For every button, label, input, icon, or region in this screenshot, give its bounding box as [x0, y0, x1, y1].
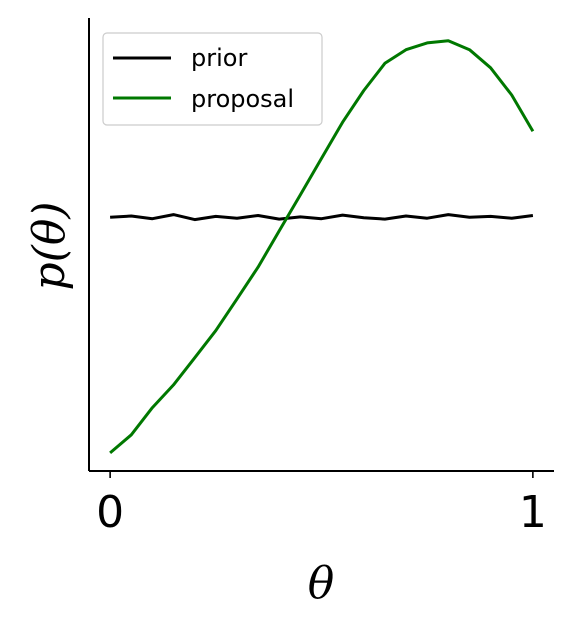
series-line-proposal [109, 39, 535, 455]
legend-label-prior: prior [191, 44, 247, 72]
legend-box [102, 32, 323, 126]
legend-label-proposal: proposal [191, 85, 294, 113]
x-axis-label: θ [308, 558, 335, 609]
y-axis-label: p(θ) [24, 202, 75, 291]
series-line-prior [110, 213, 534, 222]
legend: prior proposal [102, 32, 323, 126]
series-layer [109, 39, 535, 455]
x-tick-label-1: 1 [519, 487, 547, 538]
x-tick-label-0: 0 [96, 487, 124, 538]
